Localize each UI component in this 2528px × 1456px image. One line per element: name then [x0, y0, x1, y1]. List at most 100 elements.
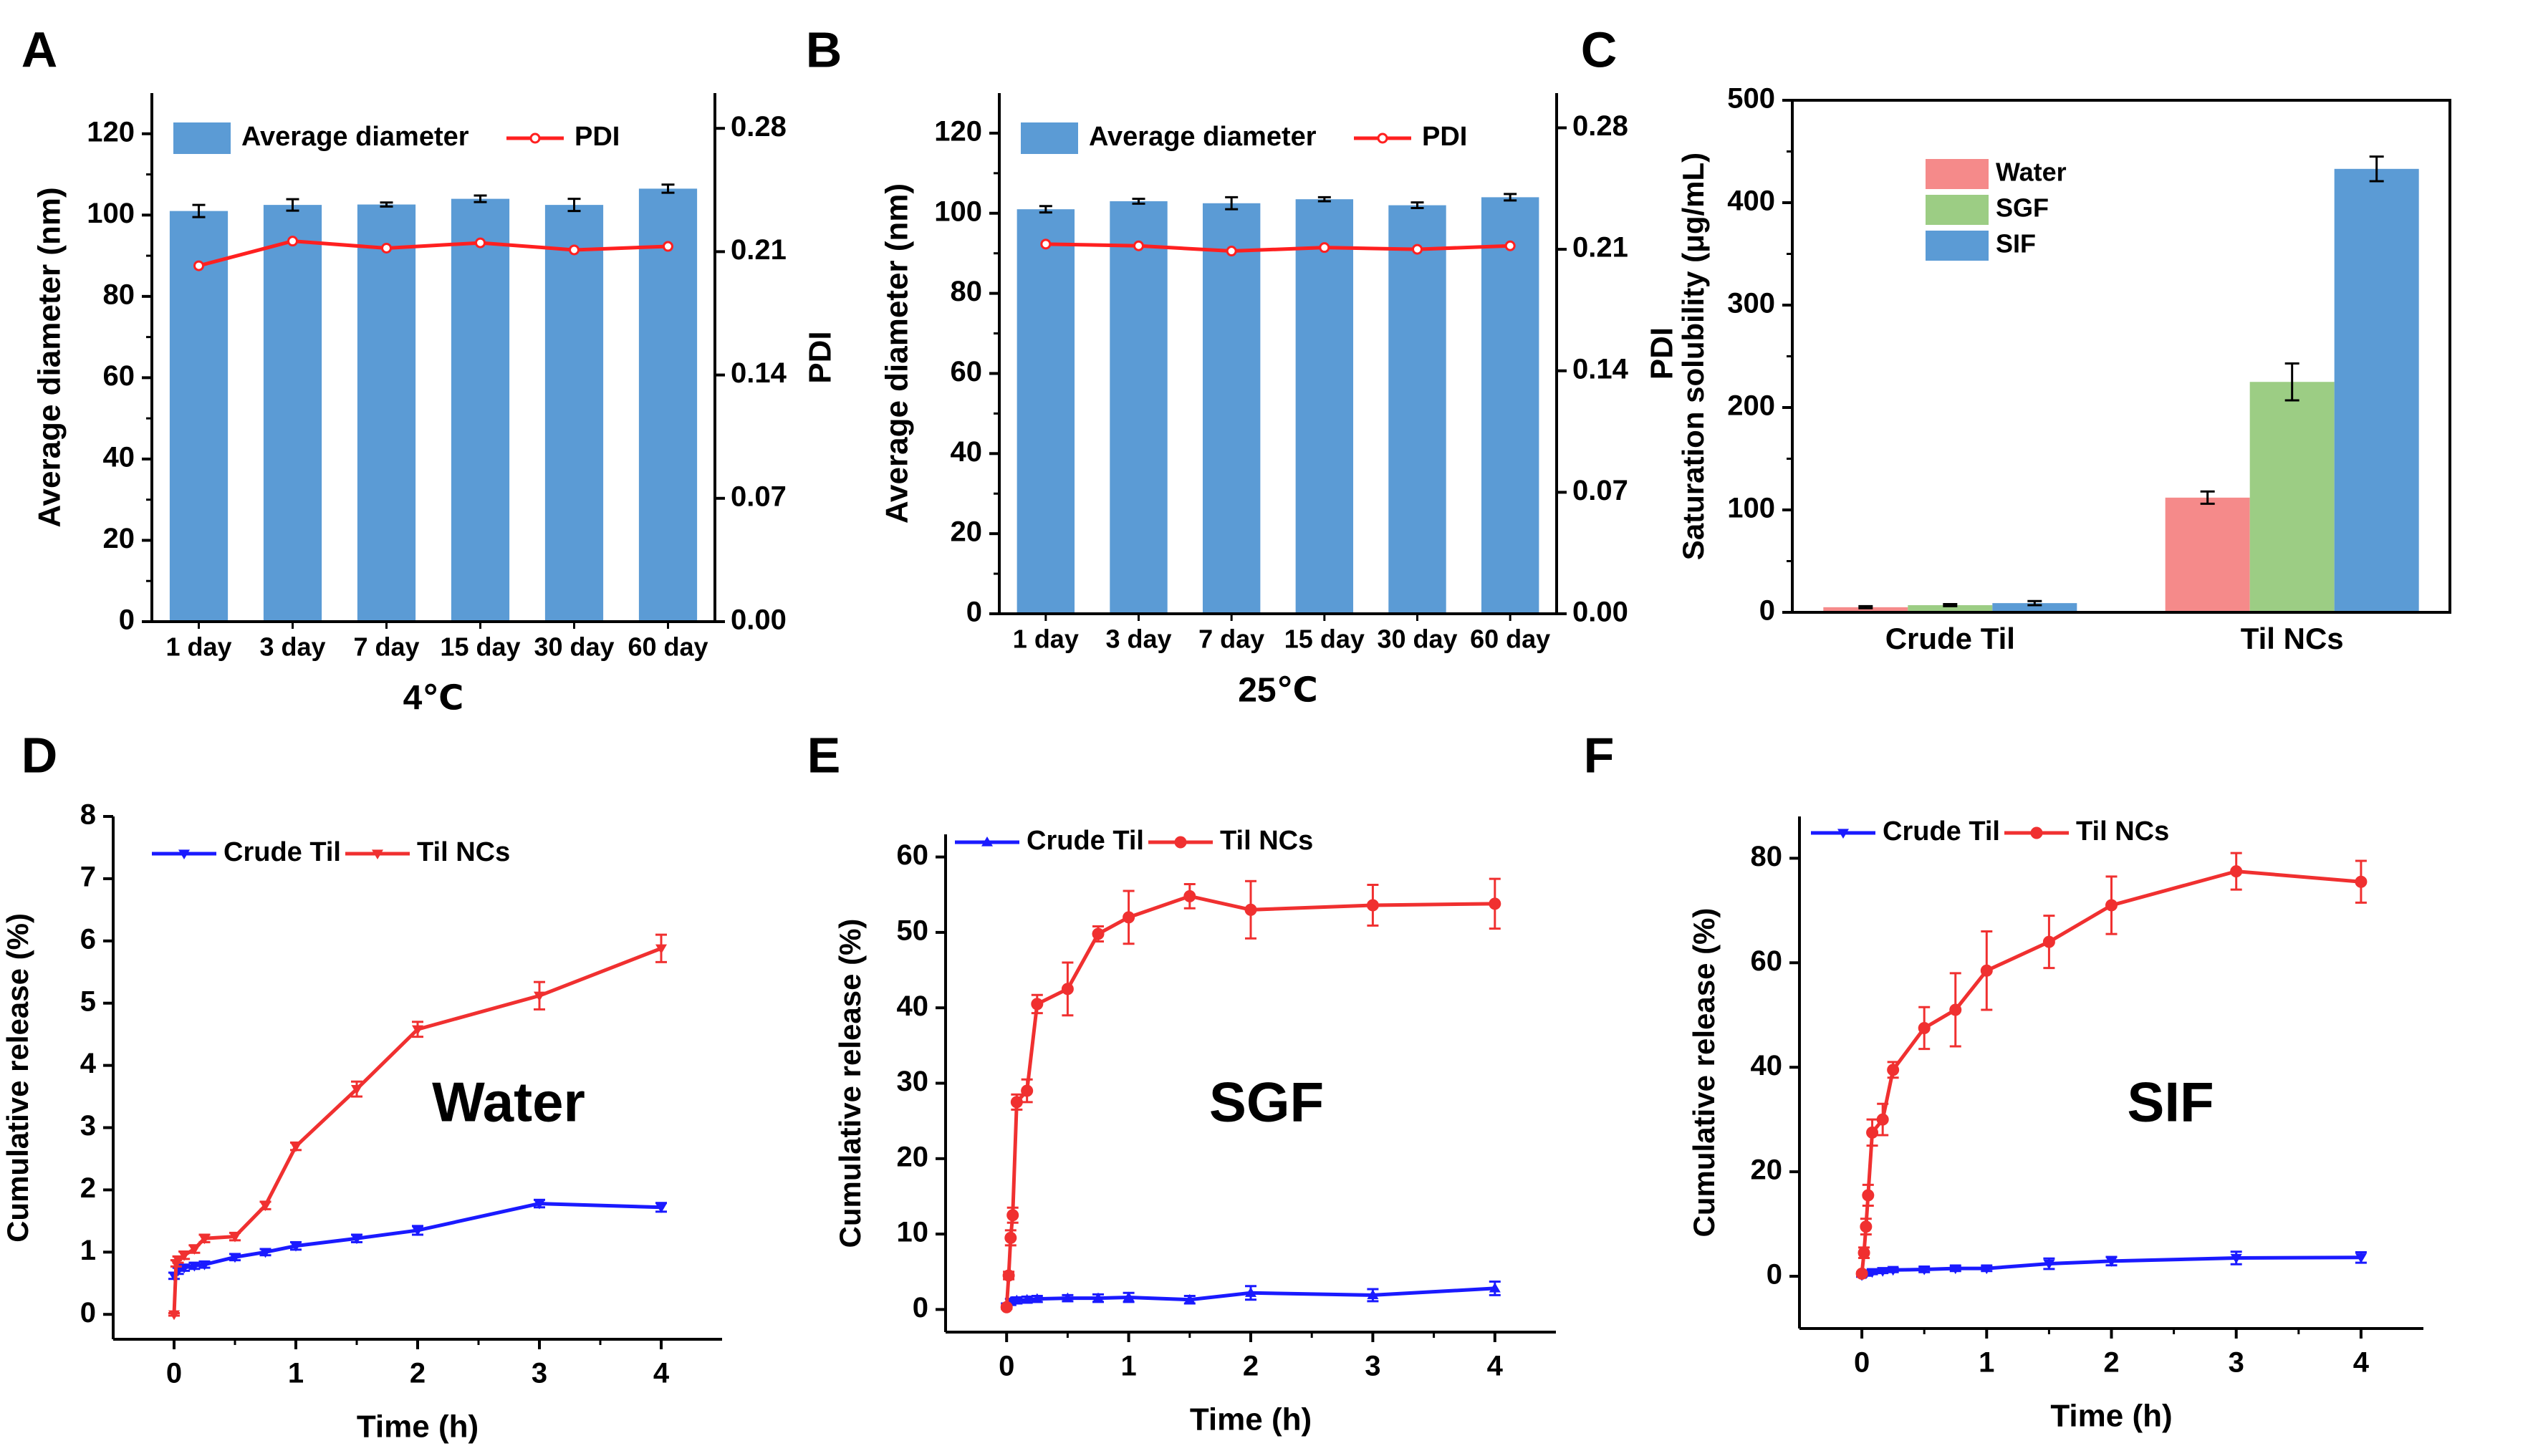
data-marker [351, 1234, 362, 1245]
panel-letter-d: D [21, 727, 58, 783]
data-marker [1855, 1267, 1868, 1280]
x-tick-label: 3 [532, 1358, 547, 1389]
x-tick-label: 60 day [1470, 625, 1550, 654]
data-marker [1862, 1189, 1875, 1202]
data-marker [259, 1201, 271, 1212]
y-tick-label: 80 [951, 276, 983, 307]
data-marker [1021, 1084, 1034, 1097]
x-tick-label: 2 [2103, 1347, 2119, 1379]
data-marker [1092, 927, 1105, 940]
x-tick-label: 15 day [440, 632, 520, 662]
inset-title: SIF [2127, 1071, 2214, 1134]
data-marker [1006, 1209, 1019, 1222]
y2-tick-label: 0.07 [1572, 475, 1628, 506]
pdi-marker [569, 244, 580, 256]
data-marker [259, 1248, 271, 1258]
data-marker [1918, 1265, 1931, 1276]
x-tick-label: 1 [288, 1358, 304, 1389]
legend-label: Average diameter [241, 122, 469, 152]
y-axis-label: Cumulative release (%) [833, 919, 867, 1248]
panel-e: 0 10 20 30 40 50 60 0 1 2 3 4 Time (h) Cumulative rel… [833, 826, 1556, 1437]
data-marker [1949, 1264, 1961, 1275]
data-marker [1244, 903, 1257, 916]
legend-label: Crude Til [1027, 826, 1144, 856]
data-marker [1489, 897, 1501, 910]
data-marker [1092, 1292, 1104, 1303]
x-tick-label: 30 day [534, 632, 614, 662]
y-tick-label: 500 [1727, 83, 1775, 115]
y-tick-label: 0 [119, 604, 135, 636]
data-marker [1031, 1293, 1043, 1303]
x-axis-label: Time (h) [2050, 1399, 2172, 1434]
inset-title: SGF [1209, 1071, 1324, 1134]
legend-swatch [1926, 159, 1989, 189]
legend-swatch [1926, 195, 1989, 225]
data-marker [1857, 1246, 1870, 1259]
data-marker [2230, 865, 2243, 878]
legend-swatch-bar [1021, 122, 1078, 154]
y-tick-label: 8 [80, 799, 96, 831]
y-tick-label: 4 [80, 1048, 97, 1079]
legend-marker [981, 837, 993, 847]
y-tick-label: 60 [103, 360, 135, 392]
series-line [173, 1202, 662, 1277]
data-marker [229, 1233, 241, 1243]
legend-label: PDI [575, 122, 620, 152]
y-tick-label: 120 [87, 116, 135, 148]
pdi-marker [1504, 240, 1516, 251]
y-tick-label: 20 [951, 516, 983, 548]
bar [1295, 199, 1354, 614]
y2-tick-label: 0.00 [1572, 597, 1628, 628]
legend-label: Crude Til [224, 837, 341, 867]
y-tick-label: 20 [103, 523, 135, 554]
panel-letter-e: E [807, 727, 841, 783]
panel-letter-a: A [21, 21, 58, 77]
legend-label: Til NCs [417, 837, 510, 867]
pdi-marker [1412, 244, 1423, 255]
x-tick-label: 7 day [1198, 625, 1264, 654]
data-marker [198, 1260, 211, 1271]
pdi-line [1045, 242, 1511, 254]
legend-label: Crude Til [1883, 816, 2000, 847]
data-marker [1002, 1269, 1015, 1282]
data-marker [2355, 1253, 2367, 1263]
bar [638, 188, 698, 622]
data-marker [1980, 964, 1993, 977]
data-marker [1245, 1287, 1256, 1297]
y-tick-label: 30 [897, 1066, 929, 1097]
x-axis-label: Time (h) [1190, 1402, 1312, 1437]
data-marker [290, 1242, 302, 1252]
x-tick-label: 30 day [1377, 625, 1457, 654]
data-marker [1062, 1292, 1074, 1303]
inset-title: Water [432, 1071, 585, 1134]
y-tick-label: 6 [80, 923, 96, 955]
pdi-marker [287, 236, 298, 247]
data-marker [1887, 1265, 1899, 1276]
y-tick-label: 100 [1727, 493, 1775, 524]
y-tick-label: 200 [1727, 390, 1775, 422]
legend-marker [1377, 132, 1388, 144]
y-tick-label: 60 [897, 839, 929, 871]
data-marker [188, 1261, 201, 1272]
y-tick-label: 0 [913, 1292, 928, 1324]
y-tick-label: 40 [103, 441, 135, 473]
y-tick-label: 100 [87, 198, 135, 229]
x-axis-label: Time (h) [357, 1409, 479, 1445]
data-marker [178, 1251, 191, 1261]
legend-label: Til NCs [2076, 816, 2169, 847]
x-tick-label: 4 [2353, 1347, 2370, 1379]
data-marker [1949, 1003, 1962, 1016]
data-marker [290, 1142, 302, 1152]
bar [357, 204, 416, 622]
x-tick-label: 0 [1854, 1347, 1870, 1379]
y-tick-label: 120 [934, 115, 982, 147]
legend-label: Water [1996, 158, 2067, 187]
data-marker [1876, 1113, 1889, 1126]
y-axis-label: Average diameter (nm) [32, 187, 67, 527]
data-marker [2355, 875, 2368, 888]
x-tick-label: 3 day [1105, 625, 1171, 654]
data-marker [1183, 1293, 1196, 1304]
bar [1017, 209, 1075, 614]
data-marker [655, 944, 667, 955]
